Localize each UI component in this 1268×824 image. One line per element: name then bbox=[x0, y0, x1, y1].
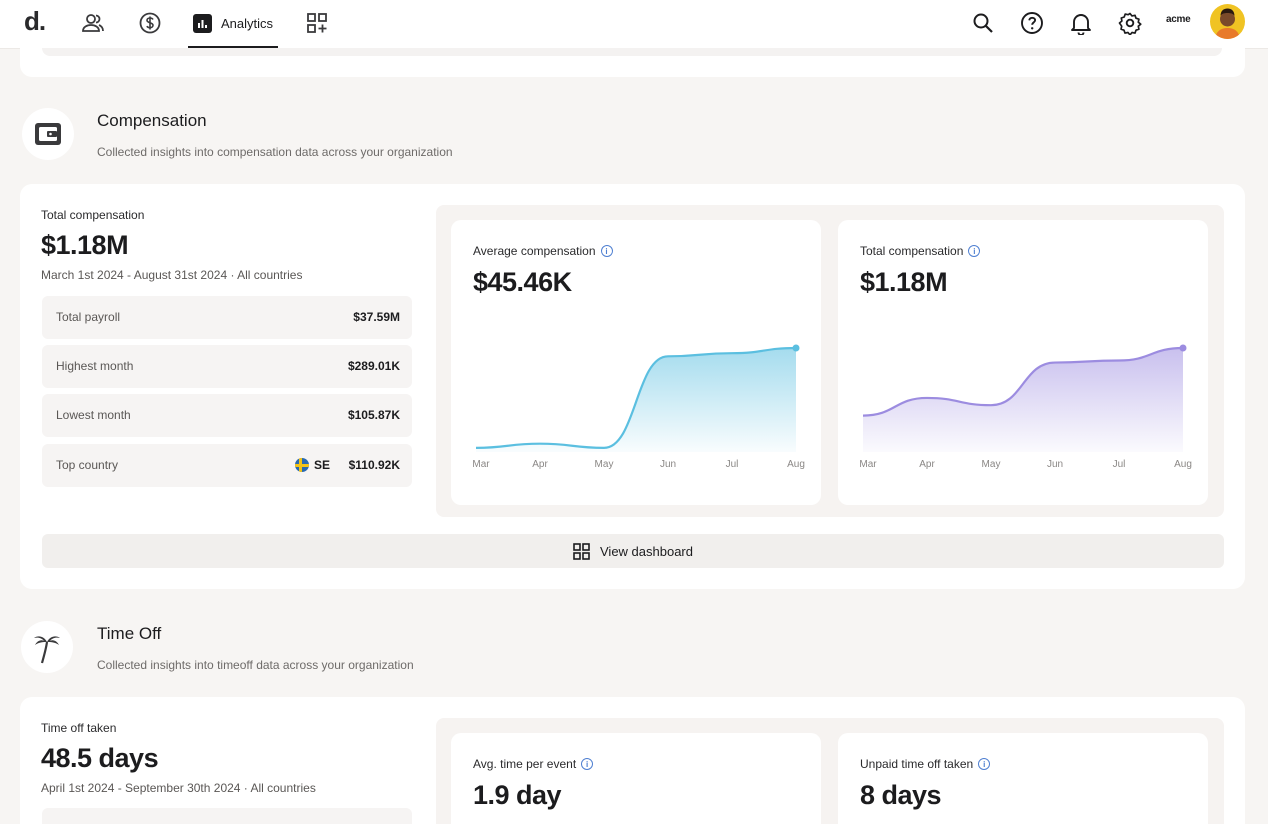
chart-last-point[interactable] bbox=[1179, 344, 1187, 352]
total-compensation-chart: Mar Apr May Jun Jul Aug bbox=[859, 344, 1192, 470]
card-title: Unpaid time off taken bbox=[860, 757, 974, 771]
unpaid-time-off-card[interactable]: Unpaid time off taken i 8 days bbox=[838, 733, 1208, 824]
total-compensation-value: $1.18M bbox=[41, 230, 129, 260]
chart-area bbox=[476, 348, 796, 452]
x-tick-label: Aug bbox=[787, 459, 805, 470]
timeoff-taken-label: Time off taken bbox=[41, 721, 117, 735]
stat-highest-month: Highest month $289.01K bbox=[42, 345, 412, 388]
chart-last-point[interactable] bbox=[792, 344, 800, 352]
card-title-row: Avg. time per event i bbox=[473, 757, 594, 771]
gear-icon[interactable] bbox=[1117, 10, 1143, 36]
chart-title-row: Average compensation i bbox=[473, 244, 613, 258]
chart-series-line bbox=[475, 346, 797, 449]
top-nav: d. Analytics acme bbox=[0, 0, 1268, 49]
stat-label: Total payroll bbox=[56, 310, 121, 324]
stat-lowest-month: Lowest month $105.87K bbox=[42, 394, 412, 437]
timeoff-date-range: April 1st 2024 - September 30th 2024 · A… bbox=[41, 781, 316, 795]
x-tick-label: May bbox=[595, 459, 614, 470]
stat-value: $110.92K bbox=[348, 458, 400, 472]
stat-top-country: Top country SE $110.92K bbox=[42, 444, 412, 487]
x-tick-label: May bbox=[982, 459, 1001, 470]
sweden-flag-icon bbox=[295, 458, 309, 472]
stat-label: Top country bbox=[56, 458, 119, 472]
wallet-icon bbox=[22, 108, 74, 160]
timeoff-title: Time Off bbox=[97, 624, 162, 643]
compensation-title: Compensation bbox=[97, 111, 207, 130]
dollar-icon[interactable] bbox=[137, 10, 163, 36]
previous-section-card bbox=[20, 48, 1245, 77]
country-code: SE bbox=[313, 458, 330, 472]
timeoff-stat-row bbox=[42, 808, 412, 824]
people-icon[interactable] bbox=[80, 10, 106, 36]
info-icon[interactable]: i bbox=[600, 245, 613, 257]
total-compensation-label: Total compensation bbox=[41, 208, 145, 222]
compensation-subtitle: Collected insights into compensation dat… bbox=[97, 145, 453, 159]
card-value: 1.9 day bbox=[473, 780, 562, 810]
search-icon[interactable] bbox=[970, 10, 996, 36]
x-tick-label: Jun bbox=[660, 459, 676, 470]
card-value: 8 days bbox=[860, 780, 942, 810]
avatar[interactable] bbox=[1210, 4, 1245, 39]
chart-title: Total compensation bbox=[860, 244, 964, 258]
info-icon[interactable]: i bbox=[978, 758, 991, 770]
previous-section-footer bbox=[42, 48, 1222, 56]
chart-title: Average compensation bbox=[473, 244, 596, 258]
view-dashboard-label: View dashboard bbox=[600, 543, 693, 559]
apps-add-icon[interactable] bbox=[304, 10, 330, 36]
x-tick-label: Jul bbox=[726, 459, 739, 470]
timeoff-taken-value: 48.5 days bbox=[41, 743, 159, 773]
stat-total-payroll: Total payroll $37.59M bbox=[42, 296, 412, 339]
total-compensation-card[interactable]: Total compensation i $1.18M Mar Apr May Jun… bbox=[838, 220, 1208, 505]
chart-headline: $1.18M bbox=[860, 267, 948, 297]
info-icon[interactable]: i bbox=[581, 758, 594, 770]
view-dashboard-button[interactable]: View dashboard bbox=[42, 534, 1224, 568]
chart-area bbox=[863, 348, 1183, 452]
palm-tree-icon bbox=[21, 621, 73, 673]
tab-analytics-label: Analytics bbox=[221, 15, 274, 31]
stat-label: Highest month bbox=[56, 359, 134, 373]
stat-value: $37.59M bbox=[353, 310, 400, 324]
info-icon[interactable]: i bbox=[968, 245, 981, 257]
stat-value: $105.87K bbox=[347, 408, 400, 422]
org-name[interactable]: acme bbox=[1166, 14, 1191, 25]
timeoff-subtitle: Collected insights into timeoff data acr… bbox=[97, 658, 414, 672]
average-compensation-chart: Mar Apr May Jun Jul Aug bbox=[472, 344, 805, 470]
help-icon[interactable] bbox=[1019, 10, 1045, 36]
chart-series-line bbox=[862, 346, 1184, 417]
compensation-date-range: March 1st 2024 - August 31st 2024 · All … bbox=[41, 268, 303, 282]
logo[interactable]: d. bbox=[24, 6, 46, 36]
card-title-row: Unpaid time off taken i bbox=[860, 757, 991, 771]
x-tick-label: Mar bbox=[472, 459, 490, 470]
x-tick-label: Jun bbox=[1047, 459, 1063, 470]
grid-icon bbox=[573, 542, 590, 560]
x-tick-label: Jul bbox=[1113, 459, 1126, 470]
avg-time-per-event-card[interactable]: Avg. time per event i 1.9 day bbox=[451, 733, 821, 824]
chart-headline: $45.46K bbox=[473, 267, 572, 297]
tab-analytics[interactable]: Analytics bbox=[188, 0, 278, 49]
stat-label: Lowest month bbox=[56, 408, 131, 422]
x-tick-label: Apr bbox=[919, 459, 935, 470]
chart-title-row: Total compensation i bbox=[860, 244, 981, 258]
analytics-icon bbox=[193, 13, 212, 33]
x-tick-label: Mar bbox=[859, 459, 877, 470]
x-tick-label: Aug bbox=[1174, 459, 1192, 470]
x-tick-label: Apr bbox=[532, 459, 548, 470]
card-title: Avg. time per event bbox=[473, 757, 577, 771]
average-compensation-card[interactable]: Average compensation i $45.46K Mar Apr May… bbox=[451, 220, 821, 505]
bell-icon[interactable] bbox=[1068, 10, 1094, 36]
stat-value: $289.01K bbox=[347, 359, 400, 373]
